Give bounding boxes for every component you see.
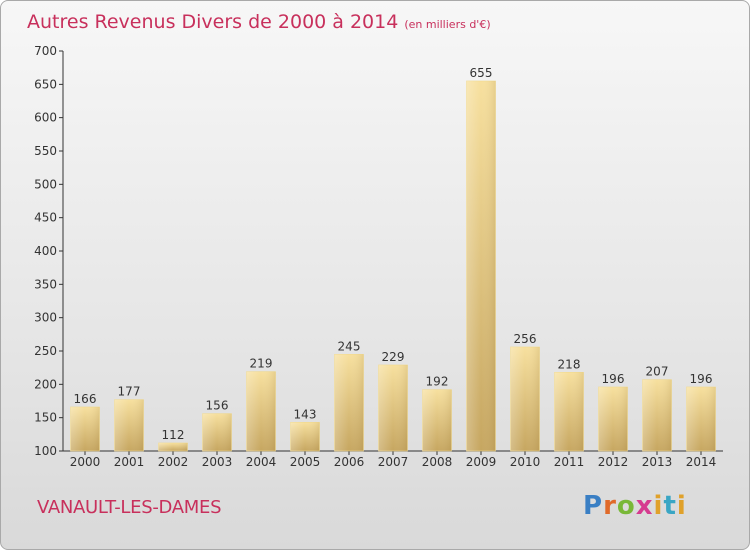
bar-shade: [510, 347, 540, 451]
x-tick-label: 2014: [686, 455, 717, 469]
data-label: 196: [602, 372, 625, 386]
y-tick-label: 150: [34, 411, 57, 425]
logo-letter: i: [676, 491, 687, 521]
x-tick-label: 2002: [158, 455, 189, 469]
data-labels: 166 177 112 156 219 143 245 229 192 655 256 218 196 2…: [74, 66, 713, 442]
x-tick-label: 2004: [246, 455, 277, 469]
data-label: 166: [74, 392, 97, 406]
x-tick-label: 2000: [70, 455, 101, 469]
logo-letter: t: [663, 491, 677, 521]
data-label: 655: [470, 66, 493, 80]
chart-subtitle: (en milliers d'€): [404, 18, 491, 31]
x-tick-label: 2007: [378, 455, 409, 469]
logo-letter: P: [583, 491, 604, 521]
y-tick-label: 450: [34, 211, 57, 225]
x-tick-label: 2011: [554, 455, 585, 469]
data-label: 143: [294, 407, 317, 421]
data-label: 156: [206, 399, 229, 413]
place-name: VANAULT-LES-DAMES: [37, 497, 222, 518]
x-tick-label: 2005: [290, 455, 321, 469]
y-tick-label: 300: [34, 311, 57, 325]
bar-shade: [642, 379, 672, 451]
bar-shade: [114, 399, 144, 451]
bar-shade: [158, 443, 188, 451]
data-label: 112: [162, 428, 185, 442]
data-label: 196: [690, 372, 713, 386]
logo-letter: x: [635, 491, 654, 521]
logo-letter: i: [653, 491, 664, 521]
x-tick-label: 2010: [510, 455, 541, 469]
x-tick-label: 2012: [598, 455, 629, 469]
bar-shade: [378, 365, 408, 451]
x-tick-label: 2006: [334, 455, 365, 469]
bars: [70, 80, 716, 452]
y-tick-label: 200: [34, 377, 57, 391]
data-label: 229: [382, 350, 405, 364]
data-label: 245: [338, 339, 361, 353]
y-tick-label: 600: [34, 111, 57, 125]
y-tick-label: 350: [34, 277, 57, 291]
y-tick-label: 700: [34, 44, 57, 58]
bar-shade: [466, 81, 496, 451]
y-tick-label: 550: [34, 144, 57, 158]
logo-letter: o: [616, 491, 636, 521]
x-tick-label: 2009: [466, 455, 497, 469]
data-label: 192: [426, 375, 449, 389]
data-label: 207: [646, 365, 669, 379]
x-tick-label: 2001: [114, 455, 145, 469]
bar-shade: [598, 387, 628, 451]
chart-title: Autres Revenus Divers de 2000 à 2014: [27, 11, 399, 33]
data-label: 177: [118, 385, 141, 399]
y-tick-label: 400: [34, 244, 57, 258]
bar-shade: [686, 387, 716, 451]
y-tick-label: 100: [34, 444, 57, 458]
bar-shade: [246, 371, 276, 451]
y-tick-label: 650: [34, 77, 57, 91]
y-tick-label: 250: [34, 344, 57, 358]
bar-shade: [70, 407, 100, 451]
bar-shade: [290, 422, 320, 451]
data-label: 256: [514, 332, 537, 346]
data-label: 218: [558, 357, 581, 371]
bar-shade: [334, 354, 364, 451]
proxiti-logo[interactable]: Proxiti: [583, 491, 687, 521]
y-tick-label: 500: [34, 177, 57, 191]
bar-shade: [554, 372, 584, 451]
x-tick-label: 2008: [422, 455, 453, 469]
bar-shade: [422, 389, 452, 451]
logo-letter: r: [603, 491, 617, 521]
x-tick-label: 2003: [202, 455, 233, 469]
x-tick-label: 2013: [642, 455, 673, 469]
data-label: 219: [250, 357, 273, 371]
bar-shade: [202, 413, 232, 451]
title-row: Autres Revenus Divers de 2000 à 2014 (en …: [27, 11, 491, 33]
